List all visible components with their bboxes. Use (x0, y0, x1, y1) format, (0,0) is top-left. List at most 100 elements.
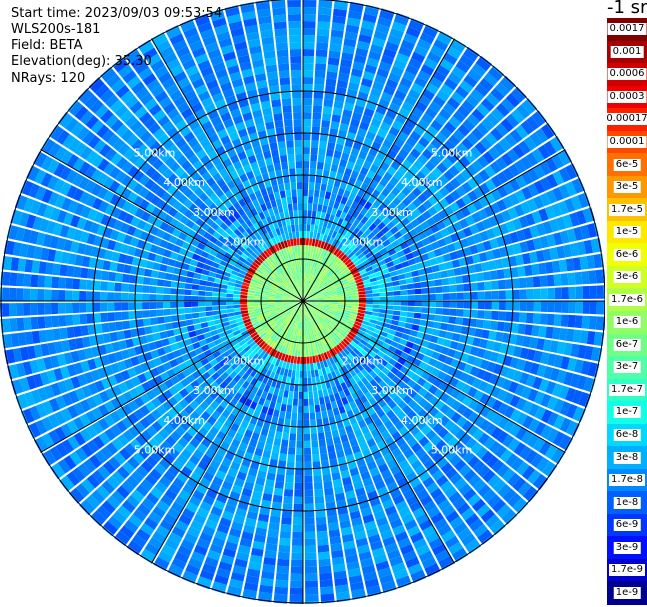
radar-cell (326, 71, 338, 80)
radar-cell (442, 308, 450, 316)
radar-cell (339, 276, 347, 282)
radar-cell (310, 245, 315, 253)
radar-cell (323, 374, 329, 382)
radar-cell (322, 329, 328, 337)
radar-cell (366, 527, 379, 538)
radar-cell (308, 182, 315, 190)
radar-cell (426, 172, 438, 183)
radar-cell (310, 370, 315, 378)
radar-cell (559, 328, 568, 341)
radar-cell (491, 413, 504, 426)
radar-cell (319, 322, 325, 330)
radar-cell (319, 272, 325, 280)
radar-cell (320, 127, 330, 135)
radar-cell (335, 194, 343, 203)
radar-cell (586, 255, 596, 269)
radar-cell (440, 83, 454, 96)
radar-cell (383, 85, 396, 96)
radar-cell (344, 307, 352, 311)
radar-cell (411, 459, 423, 471)
radar-cell (240, 291, 248, 296)
radar-cell (474, 83, 489, 97)
radar-cell (419, 32, 435, 45)
radar-cell (304, 280, 307, 288)
radar-cell (420, 281, 429, 288)
radar-cell (315, 516, 327, 525)
radar-cell (417, 204, 427, 214)
radar-cell (417, 193, 428, 204)
radar-cell (384, 230, 394, 239)
radar-cell (521, 171, 533, 185)
radar-cell (354, 321, 362, 327)
radar-cell (326, 184, 333, 193)
radar-cell (356, 457, 366, 467)
radar-cell (298, 398, 303, 406)
radar-cell (294, 384, 299, 392)
radar-cell (282, 432, 290, 441)
radar-cell (448, 491, 462, 504)
radar-cell (340, 412, 349, 421)
radar-cell (359, 269, 367, 275)
radar-cell (446, 243, 456, 253)
radar-cell (399, 338, 408, 346)
radar-cell (419, 453, 431, 465)
radar-cell (433, 271, 442, 280)
radar-cell (344, 138, 354, 148)
radar-cell (313, 326, 318, 334)
radar-cell (395, 181, 406, 191)
radar-cell (337, 242, 344, 250)
radar-cell (440, 227, 450, 238)
radar-cell (335, 283, 343, 289)
radar-cell (474, 141, 487, 155)
radar-cell (312, 310, 318, 317)
radar-cell (353, 104, 365, 115)
radar-cell (315, 376, 321, 384)
radar-cell (433, 321, 442, 330)
radar-cell (473, 357, 483, 368)
radar-cell (378, 380, 388, 389)
radar-cell (316, 361, 322, 370)
radar-cell (442, 432, 454, 444)
radar-cell (319, 360, 325, 369)
radar-cell (2, 287, 10, 301)
radar-cell (418, 94, 432, 107)
radar-cell (412, 507, 426, 519)
radar-cell (323, 162, 332, 171)
radar-cell (549, 137, 563, 153)
radar-cell (479, 338, 488, 349)
radar-cell (315, 49, 328, 58)
radar-cell (275, 474, 285, 482)
radar-cell (497, 185, 508, 198)
radar-cell (316, 303, 324, 307)
radar-cell (404, 322, 413, 330)
radar-cell (400, 295, 408, 301)
radar-cell (398, 107, 411, 119)
radar-cell (310, 299, 317, 301)
radar-cell (303, 182, 309, 190)
radar-cell (261, 296, 269, 300)
radar-cell (461, 420, 473, 432)
radar-cell (72, 302, 80, 314)
radar-cell (477, 155, 489, 168)
radar-cell (400, 290, 408, 296)
radar-cell (341, 329, 349, 336)
radar-cell (170, 288, 178, 295)
radar-cell (356, 389, 364, 398)
radar-cell (335, 313, 343, 318)
radar-cell (335, 250, 343, 258)
radar-cell (305, 594, 319, 602)
radar-cell (337, 333, 345, 341)
radar-cell (273, 438, 282, 447)
radar-cell (456, 284, 464, 292)
radar-cell (556, 369, 567, 384)
radar-cell (324, 395, 331, 404)
radar-cell (484, 301, 492, 310)
radar-cell (386, 221, 395, 230)
radar-cell (79, 313, 88, 325)
radar-cell (307, 252, 311, 260)
radar-cell (317, 204, 323, 212)
radar-cell (466, 132, 479, 146)
radar-cell (467, 455, 480, 469)
radar-cell (286, 404, 292, 413)
radar-cell (547, 287, 555, 300)
